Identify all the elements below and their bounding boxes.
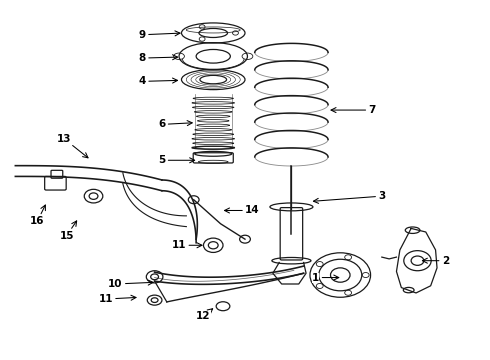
Text: 7: 7 (331, 105, 376, 115)
Text: 4: 4 (139, 76, 177, 86)
Text: 12: 12 (196, 309, 213, 321)
Text: 1: 1 (312, 273, 339, 283)
Text: 11: 11 (98, 294, 136, 304)
Text: 9: 9 (139, 30, 180, 40)
Text: 11: 11 (172, 240, 202, 250)
Text: 2: 2 (422, 256, 449, 266)
Text: 5: 5 (158, 155, 195, 165)
Text: 6: 6 (158, 120, 192, 129)
Text: 14: 14 (224, 206, 260, 216)
Text: 15: 15 (59, 221, 76, 240)
Text: 3: 3 (314, 191, 386, 203)
Text: 16: 16 (30, 205, 46, 226)
Text: 8: 8 (139, 53, 177, 63)
Text: 10: 10 (108, 279, 153, 289)
Text: 13: 13 (57, 134, 88, 158)
